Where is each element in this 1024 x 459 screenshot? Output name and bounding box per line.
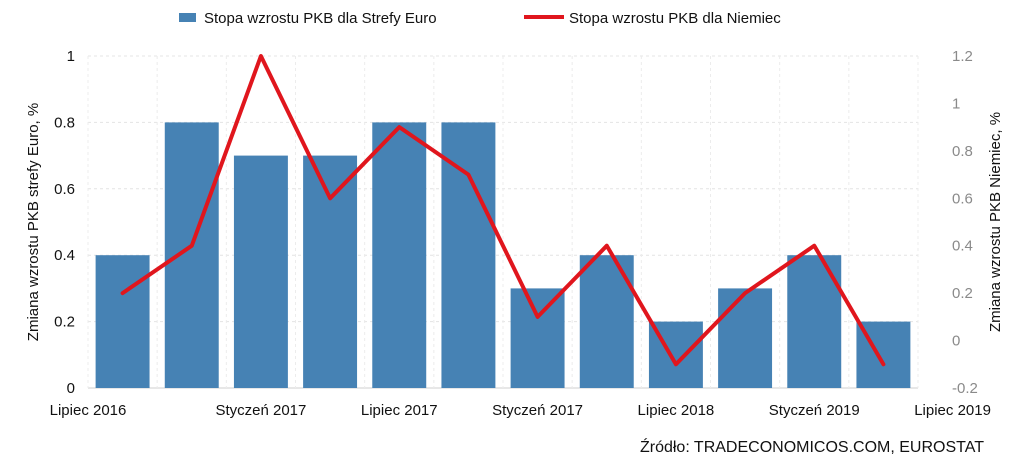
right-tick-label: 1	[952, 95, 960, 112]
right-tick-label: 1.2	[952, 48, 973, 65]
legend-line-label: Stopa wzrostu PKB dla Niemiec	[569, 10, 781, 27]
left-axis-ticks: 0 0.2 0.4 0.6 0.8 1	[54, 48, 75, 397]
right-tick-label: 0.4	[952, 238, 973, 255]
line-series-germany	[120, 54, 886, 367]
left-tick-label: 0	[67, 380, 75, 397]
left-tick-label: 0.2	[54, 314, 75, 331]
x-tick-label: Styczeń 2017	[215, 402, 306, 419]
legend-bar-label: Stopa wzrostu PKB dla Strefy Euro	[204, 10, 437, 27]
bar	[164, 122, 219, 389]
bar	[718, 288, 773, 388]
legend: Stopa wzrostu PKB dla Strefy Euro Stopa …	[179, 10, 781, 27]
bar	[372, 122, 427, 389]
left-tick-label: 0.4	[54, 247, 75, 264]
x-tick-label: Styczeń 2019	[769, 402, 860, 419]
bar	[510, 288, 565, 388]
right-axis-title: Zmiana wzrostu PKB Niemiec, %	[987, 112, 1004, 332]
x-axis-ticks: Lipiec 2016 Styczeń 2017 Lipiec 2017 Stycze…	[50, 402, 991, 419]
grid	[87, 55, 919, 389]
line-path	[120, 54, 886, 367]
right-tick-label: 0.2	[952, 285, 973, 302]
x-tick-label: Lipiec 2016	[50, 402, 127, 419]
bar	[95, 255, 150, 388]
bar	[441, 122, 496, 389]
x-tick-label: Lipiec 2019	[914, 402, 991, 419]
source-note: Źródło: TRADECONOMICOS.COM, EUROSTAT	[640, 437, 984, 456]
right-axis-ticks: -0.2 0 0.2 0.4 0.6 0.8 1 1.2	[952, 48, 978, 397]
x-tick-label: Lipiec 2018	[638, 402, 715, 419]
bar	[233, 155, 288, 388]
left-tick-label: 1	[67, 48, 75, 65]
left-tick-label: 0.8	[54, 114, 75, 131]
left-axis-title: Zmiana wzrostu PKB strefy Euro, %	[25, 103, 42, 341]
left-tick-label: 0.6	[54, 181, 75, 198]
right-tick-label: 0.8	[952, 143, 973, 160]
right-tick-label: 0	[952, 333, 960, 350]
bar	[303, 155, 358, 388]
legend-line-swatch	[524, 15, 564, 19]
x-tick-label: Styczeń 2017	[492, 402, 583, 419]
x-tick-label: Lipiec 2017	[361, 402, 438, 419]
right-tick-label: 0.6	[952, 190, 973, 207]
legend-bar-swatch	[179, 13, 196, 22]
right-tick-label: -0.2	[952, 380, 978, 397]
